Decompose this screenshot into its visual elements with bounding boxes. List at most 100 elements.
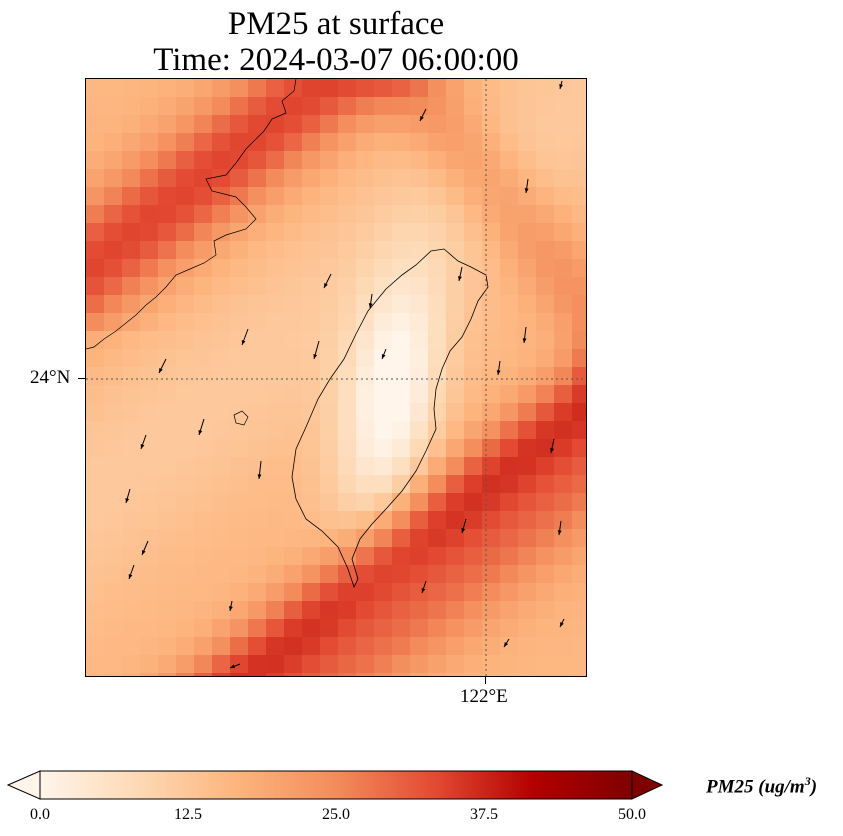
- pm25-cell: [302, 241, 321, 260]
- pm25-cell: [176, 439, 195, 458]
- pm25-cell: [482, 655, 501, 674]
- pm25-cell: [464, 403, 483, 422]
- wind-arrow-head: [142, 550, 146, 555]
- pm25-cell: [518, 403, 537, 422]
- wind-arrow-head: [421, 588, 426, 593]
- pm25-cell: [86, 511, 105, 530]
- colorbar-extend-high: [631, 770, 664, 800]
- pm25-cell: [320, 475, 339, 494]
- pm25-cell: [86, 385, 105, 404]
- pm25-cell: [446, 133, 465, 152]
- pm25-cell: [482, 673, 501, 676]
- pm25-cell: [410, 547, 429, 566]
- pm25-cell: [446, 493, 465, 512]
- pm25-cell: [392, 655, 411, 674]
- pm25-cell: [212, 151, 231, 170]
- pm25-cell: [140, 115, 159, 134]
- lat-tick-mark: [78, 378, 85, 379]
- pm25-cell: [482, 187, 501, 206]
- pm25-cell: [176, 493, 195, 512]
- pm25-cell: [194, 655, 213, 674]
- pm25-cell: [518, 151, 537, 170]
- pm25-cell: [194, 529, 213, 548]
- pm25-cell: [284, 619, 303, 638]
- pm25-cell: [428, 439, 447, 458]
- pm25-cell: [554, 583, 573, 602]
- pm25-cell: [104, 421, 123, 440]
- wind-arrow-head: [522, 338, 527, 343]
- pm25-cell: [536, 439, 555, 458]
- pm25-cell: [122, 529, 141, 548]
- pm25-cell: [284, 637, 303, 656]
- pm25-cell: [500, 565, 519, 584]
- pm25-field: [86, 79, 586, 676]
- pm25-cell: [464, 97, 483, 116]
- pm25-cell: [104, 259, 123, 278]
- pm25-cell: [536, 367, 555, 386]
- pm25-cell: [374, 601, 393, 620]
- pm25-cell: [356, 655, 375, 674]
- pm25-cell: [176, 601, 195, 620]
- pm25-cell: [338, 583, 357, 602]
- pm25-cell: [230, 421, 249, 440]
- pm25-cell: [140, 655, 159, 674]
- wind-arrow-head: [228, 606, 233, 611]
- pm25-cell: [446, 619, 465, 638]
- pm25-cell: [212, 259, 231, 278]
- pm25-cell: [158, 205, 177, 224]
- pm25-cell: [428, 385, 447, 404]
- pm25-cell: [266, 205, 285, 224]
- pm25-cell: [266, 331, 285, 350]
- pm25-cell: [554, 511, 573, 530]
- pm25-cell: [446, 97, 465, 116]
- pm25-cell: [356, 619, 375, 638]
- pm25-cell: [320, 439, 339, 458]
- pm25-cell: [122, 241, 141, 260]
- pm25-cell: [446, 637, 465, 656]
- pm25-cell: [428, 151, 447, 170]
- pm25-cell: [356, 277, 375, 296]
- pm25-cell: [518, 79, 537, 98]
- pm25-cell: [374, 547, 393, 566]
- pm25-cell: [212, 439, 231, 458]
- pm25-cell: [554, 169, 573, 188]
- pm25-cell: [410, 457, 429, 476]
- colorbar-tick-0: 0.0: [30, 806, 50, 823]
- pm25-cell: [518, 367, 537, 386]
- lon-tick-label: 122°E: [460, 686, 508, 707]
- pm25-cell: [86, 97, 105, 116]
- pm25-cell: [374, 529, 393, 548]
- pm25-cell: [284, 655, 303, 674]
- pm25-cell: [248, 187, 267, 206]
- pm25-cell: [464, 115, 483, 134]
- penghu-coastline: [233, 410, 249, 426]
- pm25-cell: [518, 205, 537, 224]
- pm25-cell: [338, 133, 357, 152]
- pm25-cell: [176, 133, 195, 152]
- pm25-cell: [140, 223, 159, 242]
- pm25-cell: [518, 565, 537, 584]
- pm25-cell: [392, 277, 411, 296]
- pm25-cell: [176, 475, 195, 494]
- pm25-cell: [536, 313, 555, 332]
- pm25-cell: [554, 637, 573, 656]
- pm25-cell: [356, 547, 375, 566]
- pm25-cell: [428, 169, 447, 188]
- pm25-cell: [122, 403, 141, 422]
- pm25-cell: [410, 259, 429, 278]
- pm25-cell: [554, 241, 573, 260]
- pm25-cell: [230, 367, 249, 386]
- pm25-cell: [536, 475, 555, 494]
- pm25-cell: [158, 169, 177, 188]
- pm25-cell: [212, 673, 231, 676]
- pm25-cell: [302, 259, 321, 278]
- pm25-cell: [356, 565, 375, 584]
- pm25-cell: [536, 673, 555, 676]
- pm25-cell: [230, 583, 249, 602]
- pm25-cell: [410, 475, 429, 494]
- pm25-cell: [158, 619, 177, 638]
- pm25-cell: [140, 241, 159, 260]
- pm25-cell: [158, 583, 177, 602]
- pm25-cell: [104, 601, 123, 620]
- pm25-cell: [500, 475, 519, 494]
